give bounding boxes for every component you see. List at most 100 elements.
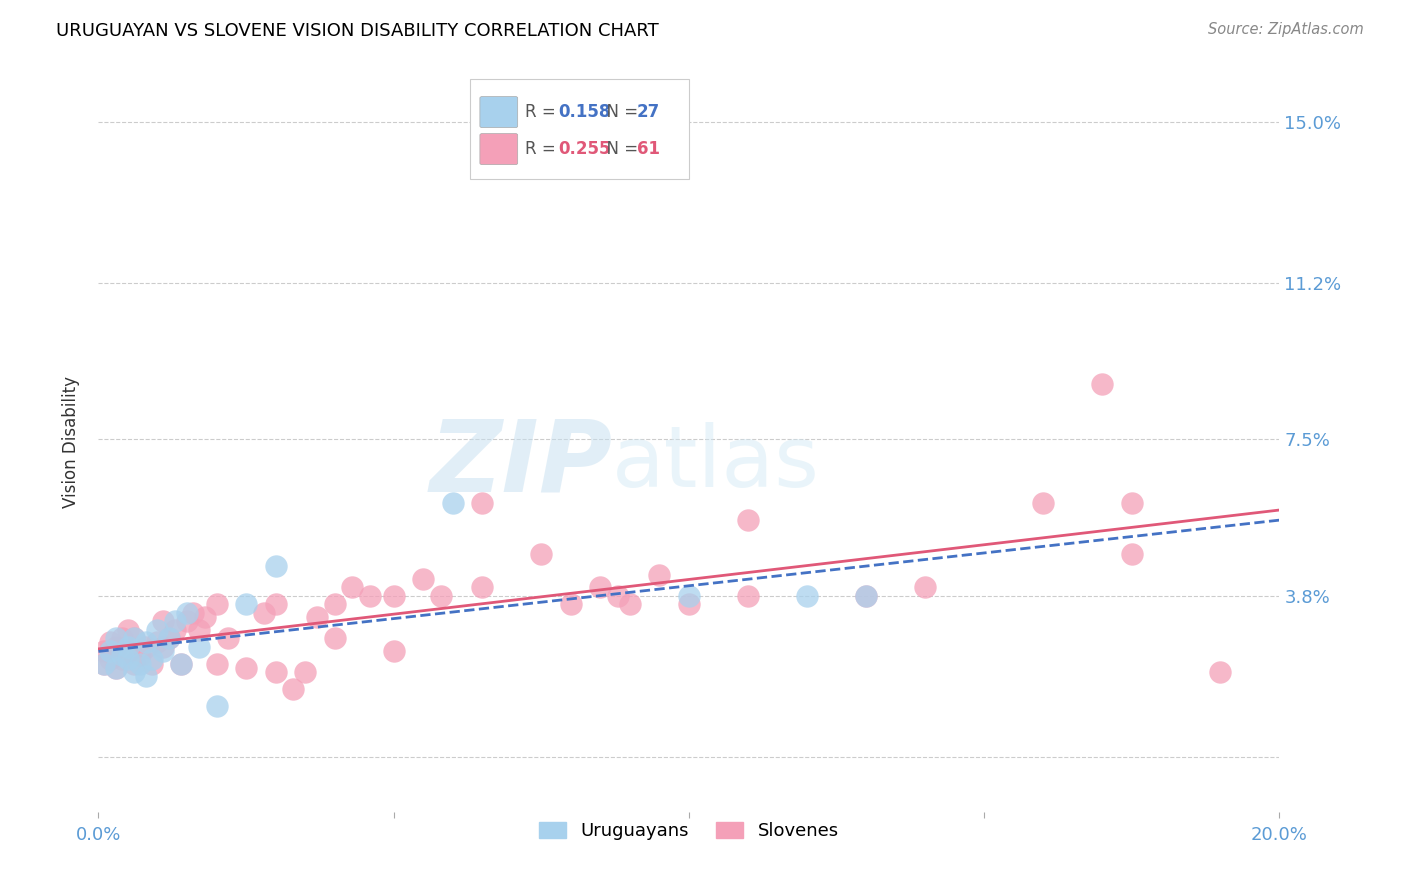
Point (283, 681, 305, 696)
Point (205, 598, 228, 612)
Point (619, 598, 641, 612)
Point (152, 615, 174, 629)
Point (135, 635, 157, 649)
Point (187, 640, 209, 654)
Point (235, 661, 257, 675)
Point (98, 644, 121, 658)
FancyBboxPatch shape (479, 134, 517, 165)
Point (146, 623, 169, 637)
Point (294, 665, 316, 679)
Point (122, 632, 145, 646)
Point (98, 652, 121, 666)
Point (128, 657, 150, 671)
Point (146, 635, 169, 649)
Point (93, 657, 115, 671)
FancyBboxPatch shape (479, 96, 517, 128)
Point (117, 623, 139, 637)
Point (678, 598, 700, 612)
Point (253, 606, 276, 620)
Point (105, 632, 128, 646)
Point (1032, 496, 1054, 510)
Point (264, 559, 287, 574)
Point (170, 657, 193, 671)
Point (194, 610, 217, 624)
Text: Source: ZipAtlas.com: Source: ZipAtlas.com (1208, 22, 1364, 37)
Point (157, 632, 180, 646)
Point (678, 589, 700, 603)
Point (914, 581, 936, 595)
Point (471, 496, 494, 510)
Point (117, 640, 139, 654)
Point (323, 598, 346, 612)
Point (122, 657, 145, 671)
Point (111, 652, 134, 666)
Point (111, 648, 134, 663)
Point (105, 661, 128, 675)
Legend: Uruguayans, Slovenes: Uruguayans, Slovenes (531, 814, 846, 847)
Text: N =: N = (596, 103, 643, 121)
Point (122, 665, 145, 679)
Point (135, 669, 157, 683)
Point (1209, 665, 1232, 679)
Point (217, 632, 239, 646)
Point (135, 640, 157, 654)
Point (359, 589, 381, 603)
Point (737, 513, 759, 527)
Text: R =: R = (524, 103, 561, 121)
Point (117, 644, 139, 658)
Point (471, 581, 494, 595)
Point (342, 581, 364, 595)
Point (105, 640, 128, 654)
Point (607, 589, 630, 603)
Point (105, 661, 128, 675)
Point (122, 632, 145, 646)
Point (1121, 547, 1143, 561)
Text: atlas: atlas (612, 422, 820, 505)
Point (117, 652, 139, 666)
Point (165, 623, 187, 637)
Point (170, 657, 193, 671)
Point (264, 665, 287, 679)
Point (93, 657, 115, 671)
Point (187, 623, 209, 637)
Point (152, 640, 174, 654)
Point (205, 698, 228, 713)
Point (165, 615, 187, 629)
Point (560, 598, 582, 612)
Text: 0.255: 0.255 (558, 140, 610, 158)
Point (235, 598, 257, 612)
Point (796, 589, 818, 603)
Point (412, 572, 434, 586)
Point (128, 648, 150, 663)
Text: R =: R = (524, 140, 561, 158)
Point (176, 615, 198, 629)
Y-axis label: Vision Disability: Vision Disability (62, 376, 80, 508)
Point (1121, 496, 1143, 510)
Point (382, 589, 405, 603)
Point (93, 644, 115, 658)
Text: 27: 27 (637, 103, 661, 121)
Point (1091, 377, 1114, 392)
Point (181, 606, 204, 620)
Point (737, 589, 759, 603)
Bar (471, 78, 689, 178)
Text: 0.158: 0.158 (558, 103, 610, 121)
Point (264, 598, 287, 612)
Point (141, 657, 163, 671)
Text: 61: 61 (637, 140, 659, 158)
Point (382, 644, 405, 658)
Point (530, 547, 553, 561)
Point (305, 610, 328, 624)
Point (98, 635, 121, 649)
Point (855, 589, 877, 603)
Point (141, 652, 163, 666)
Point (855, 589, 877, 603)
Point (111, 632, 134, 646)
Text: URUGUAYAN VS SLOVENE VISION DISABILITY CORRELATION CHART: URUGUAYAN VS SLOVENE VISION DISABILITY C… (56, 22, 659, 40)
Point (648, 567, 671, 582)
Point (430, 589, 453, 603)
Point (176, 606, 198, 620)
Point (157, 632, 180, 646)
Point (441, 496, 464, 510)
Text: N =: N = (596, 140, 643, 158)
